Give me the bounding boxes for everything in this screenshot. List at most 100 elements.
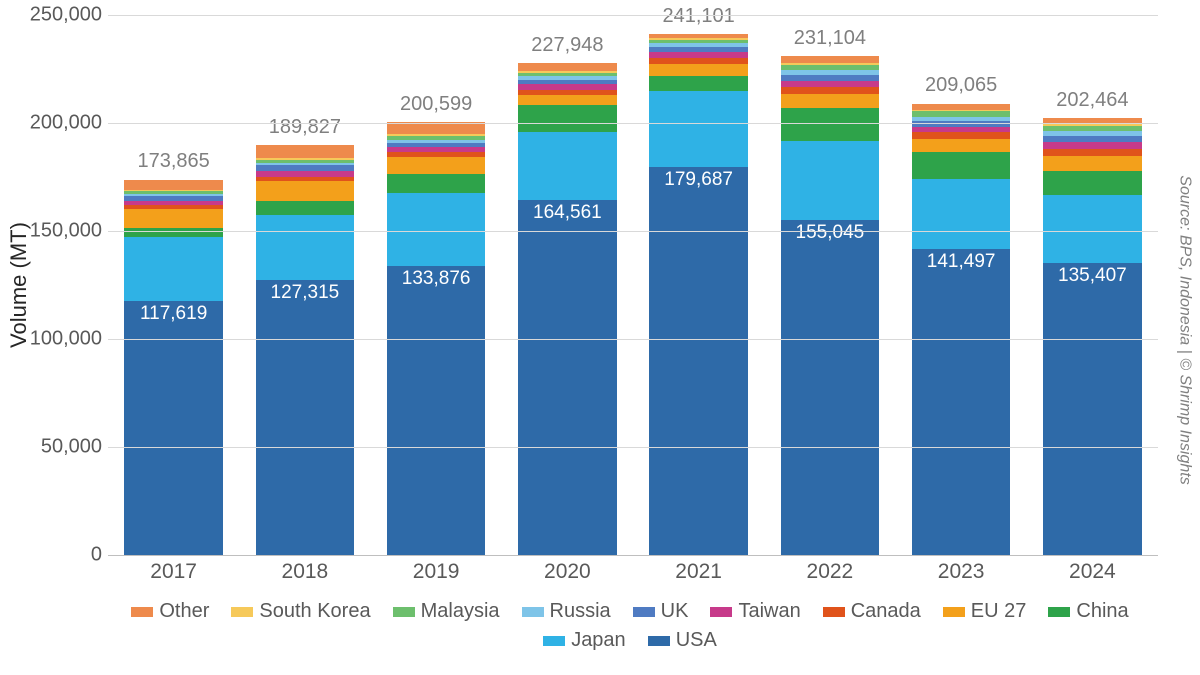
legend-swatch xyxy=(943,607,965,617)
bar-segment-japan xyxy=(1043,195,1141,263)
bar-segment-china xyxy=(1043,171,1141,195)
total-label: 241,101 xyxy=(662,5,734,28)
usa-value-label: 179,687 xyxy=(664,169,733,191)
gridline xyxy=(108,231,1158,232)
legend-swatch xyxy=(522,607,544,617)
legend-label: UK xyxy=(661,600,689,623)
legend-item-canada: Canada xyxy=(823,600,921,623)
gridline xyxy=(108,447,1158,448)
usa-value-label: 155,045 xyxy=(796,222,865,244)
legend-swatch xyxy=(231,607,253,617)
legend-item-south_korea: South Korea xyxy=(231,600,370,623)
bar-segment-usa xyxy=(781,220,879,555)
legend-label: Russia xyxy=(550,600,611,623)
legend-label: South Korea xyxy=(259,600,370,623)
legend: OtherSouth KoreaMalaysiaRussiaUKTaiwanCa… xyxy=(100,600,1160,652)
y-axis-title-wrap: Volume (MT) xyxy=(4,0,34,570)
x-tick-label: 2022 xyxy=(764,560,895,590)
y-tick-label: 100,000 xyxy=(12,328,102,351)
bar-segment-china xyxy=(912,152,1010,179)
gridline xyxy=(108,339,1158,340)
bar-stack: 202,464135,407 xyxy=(1043,118,1141,555)
bar-stack: 227,948164,561 xyxy=(518,63,616,555)
total-label: 200,599 xyxy=(400,93,472,116)
bar-segment-eu27 xyxy=(781,94,879,108)
total-label: 202,464 xyxy=(1056,89,1128,112)
bar-segment-other xyxy=(124,180,222,190)
legend-item-uk: UK xyxy=(633,600,689,623)
bar-segment-eu27 xyxy=(649,64,747,76)
legend-label: Taiwan xyxy=(738,600,800,623)
bar-segment-usa xyxy=(256,280,354,555)
y-tick-label: 250,000 xyxy=(12,4,102,27)
y-tick-label: 200,000 xyxy=(12,112,102,135)
bar-segment-china xyxy=(649,76,747,91)
legend-label: USA xyxy=(676,629,717,652)
bar-group: 209,065141,497 xyxy=(896,15,1027,555)
usa-value-label: 164,561 xyxy=(533,202,602,224)
bar-segment-usa xyxy=(649,167,747,555)
bar-group: 189,827127,315 xyxy=(239,15,370,555)
bar-segment-other xyxy=(781,56,879,63)
legend-swatch xyxy=(710,607,732,617)
legend-item-china: China xyxy=(1048,600,1128,623)
legend-swatch xyxy=(393,607,415,617)
bar-stack: 209,065141,497 xyxy=(912,104,1010,556)
chart-root: Volume (MT) 0 50,000 100,000 150,000 200,000… xyxy=(0,0,1200,675)
bar-segment-japan xyxy=(256,215,354,280)
legend-label: Other xyxy=(159,600,209,623)
bar-segment-canada xyxy=(1043,149,1141,156)
legend-item-usa: USA xyxy=(648,629,717,652)
legend-swatch xyxy=(648,636,670,646)
x-tick-label: 2021 xyxy=(633,560,764,590)
legend-swatch xyxy=(633,607,655,617)
y-tick-label: 50,000 xyxy=(12,436,102,459)
bar-segment-eu27 xyxy=(387,157,485,174)
source-attribution-wrap: Source: BPS, Indonesia | © Shrimp Insigh… xyxy=(1172,20,1198,640)
x-tick-label: 2018 xyxy=(239,560,370,590)
bar-stack: 241,101179,687 xyxy=(649,34,747,555)
x-tick-label: 2020 xyxy=(502,560,633,590)
x-tick-label: 2017 xyxy=(108,560,239,590)
legend-swatch xyxy=(823,607,845,617)
usa-value-label: 141,497 xyxy=(927,251,996,273)
legend-label: EU 27 xyxy=(971,600,1027,623)
bar-segment-japan xyxy=(912,179,1010,249)
legend-swatch xyxy=(131,607,153,617)
usa-value-label: 135,407 xyxy=(1058,265,1127,287)
bar-segment-china xyxy=(781,108,879,141)
bar-segment-eu27 xyxy=(124,209,222,228)
usa-value-label: 117,619 xyxy=(140,303,207,325)
gridline xyxy=(108,15,1158,16)
x-tick-label: 2019 xyxy=(371,560,502,590)
bar-segment-japan xyxy=(387,193,485,265)
bar-stack: 231,104155,045 xyxy=(781,56,879,555)
bar-segment-japan xyxy=(649,91,747,167)
bar-segment-china xyxy=(124,228,222,237)
source-attribution: Source: BPS, Indonesia | © Shrimp Insigh… xyxy=(1176,175,1194,484)
y-tick-label: 150,000 xyxy=(12,220,102,243)
bar-segment-japan xyxy=(124,237,222,301)
bar-segment-eu27 xyxy=(518,95,616,105)
bar-segment-other xyxy=(256,145,354,158)
total-label: 227,948 xyxy=(531,34,603,57)
bar-segment-other xyxy=(518,63,616,71)
bar-segment-eu27 xyxy=(912,139,1010,152)
bar-group: 200,599133,876 xyxy=(371,15,502,555)
bar-stack: 173,865117,619 xyxy=(124,180,222,556)
bar-segment-japan xyxy=(518,132,616,200)
bar-group: 231,104155,045 xyxy=(764,15,895,555)
legend-item-russia: Russia xyxy=(522,600,611,623)
legend-item-japan: Japan xyxy=(543,629,626,652)
gridline xyxy=(108,123,1158,124)
bar-segment-usa xyxy=(518,200,616,555)
x-tick-label: 2023 xyxy=(896,560,1027,590)
total-label: 189,827 xyxy=(269,116,341,139)
bar-group: 173,865117,619 xyxy=(108,15,239,555)
bar-segment-eu27 xyxy=(1043,156,1141,171)
bar-segment-usa xyxy=(912,249,1010,555)
y-tick-label: 0 xyxy=(12,544,102,567)
bar-stack: 189,827127,315 xyxy=(256,145,354,555)
plot-area: 173,865117,619 189,827127,315200,599133,8… xyxy=(108,15,1158,556)
bar-group: 202,464 135,407 xyxy=(1027,15,1158,555)
